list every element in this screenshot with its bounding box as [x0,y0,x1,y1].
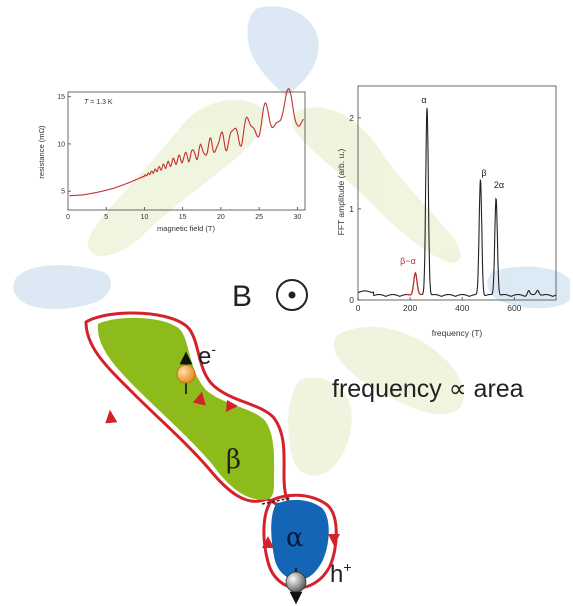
orbit-arrow-icon [328,534,340,546]
peak-label-2alpha: 2α [494,180,504,190]
electron-label: e- [198,341,216,370]
x-tick-label: 200 [403,303,417,313]
y-tick-label: 5 [61,189,65,196]
x-tick-label: 600 [507,303,521,313]
fermi-pockets: β α [84,311,340,590]
bg-blue-pocket-right [487,266,570,309]
electron-force-arrow-icon [192,391,206,406]
y-tick-label: 1 [349,204,354,214]
orbit-arrow-icon [262,536,274,548]
fft-plot-x-ticks: 0 200 400 600 [356,297,522,313]
electron-ball [176,364,196,384]
bg-green-pocket-lower-right [334,326,464,415]
resistance-plot-ylabel: resistance (mΩ) [37,125,46,179]
peak-label-alpha: α [421,95,426,105]
resistance-plot-y-ticks: 5 10 15 [57,94,71,196]
x-tick-label: 0 [66,214,70,221]
y-tick-label: 10 [57,141,65,148]
frequency-area-caption: frequency ∝ area [332,375,524,403]
bg-green-pocket-lower-center [288,377,352,476]
magnetic-field-indicator: B [232,279,308,313]
hole-label: h+ [330,559,352,588]
x-tick-label: 0 [356,303,361,313]
y-tick-label: 2 [349,113,354,123]
x-tick-label: 25 [255,214,263,221]
fft-plot-ylabel: FFT amplitude (arb. u.) [336,148,346,235]
x-tick-label: 10 [141,214,149,221]
alpha-orbit [262,493,338,590]
fft-plot-xlabel: frequency (T) [432,328,483,338]
peak-label-beta: β [481,168,486,178]
resistance-plot-frame [67,91,306,211]
field-label: B [232,280,252,313]
background-fermi-surface [13,6,570,476]
hole-ball [285,571,307,593]
peak-label-beta-minus-alpha: β−α [400,256,416,266]
alpha-pocket-label: α [286,523,304,553]
fft-plot-frame [357,85,557,301]
y-tick-label: 15 [57,94,65,101]
hole: h+ [285,559,352,605]
x-tick-label: 15 [179,214,187,221]
fft-plot-y-ticks: 0 1 2 [349,113,361,305]
resistance-trace [69,88,304,197]
alpha-pocket [271,499,329,580]
bg-green-pocket-upper-right [292,107,461,263]
orbit-arrow-icon [226,400,238,412]
electron: e- [176,341,216,406]
fft-trace [357,107,557,298]
x-tick-label: 400 [455,303,469,313]
bg-green-pocket-upper-left [87,99,265,256]
beta-pocket [97,317,275,500]
x-tick-label: 5 [104,214,108,221]
beta-pocket-label: β [226,445,241,475]
out-of-page-dot-icon [288,291,296,299]
resistance-plot-xlabel: magnetic field (T) [157,224,215,233]
fft-beta-minus-alpha-trace [406,271,422,296]
temperature-annotation: T = 1.3 K [84,99,113,106]
resistance-plot-x-ticks: 0 5 10 15 20 25 30 [66,207,301,221]
resistance-plot: 0 5 10 15 20 25 30 5 10 15 T = 1.3 K magnetic fi… [37,88,306,233]
orbit-arrow-icon [105,409,118,424]
x-tick-label: 30 [293,214,301,221]
y-tick-label: 0 [349,295,354,305]
bg-blue-pocket-top [247,6,319,96]
x-tick-label: 20 [217,214,225,221]
fft-plot: 0 200 400 600 012 α β 2α β−α frequency (T) … [336,85,557,338]
bg-blue-pocket-left [13,265,111,310]
